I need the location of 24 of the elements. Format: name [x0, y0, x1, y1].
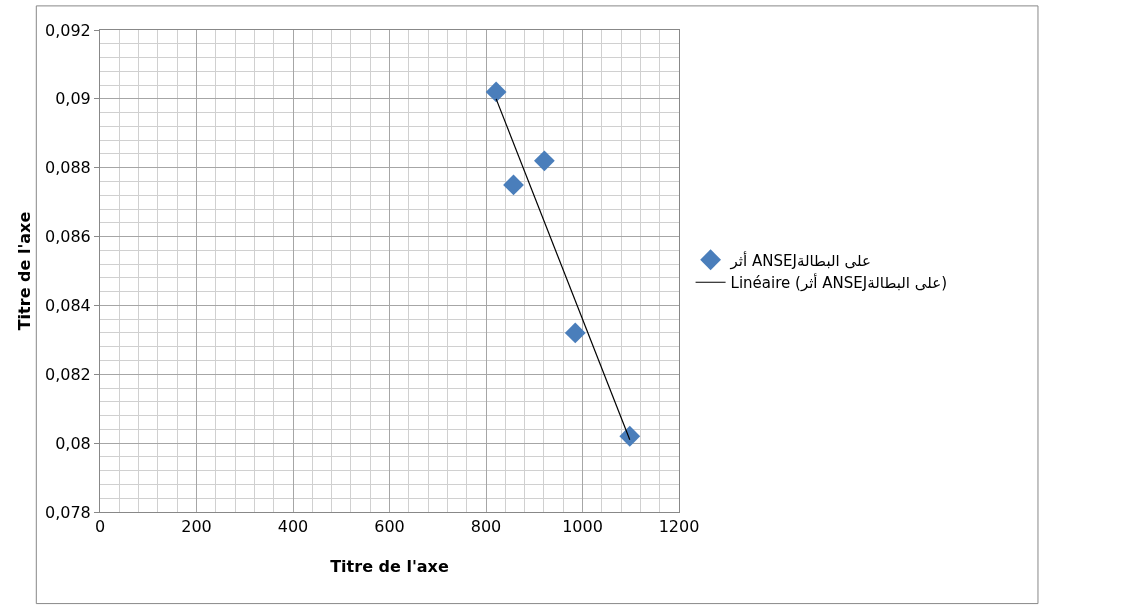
- y-tick-label: 0,092: [44, 20, 91, 40]
- legend-label: Linéaire (أثر ANSEJعلى البطالة): [730, 273, 948, 293]
- y-tick-label: 0,084: [44, 296, 91, 316]
- y-tick-label: 0,082: [44, 364, 91, 384]
- x-tick-label: 0: [94, 517, 106, 537]
- y-axis-title: Titre de l'axe: [14, 211, 34, 331]
- x-tick-label: 800: [470, 517, 502, 537]
- y-tick-label: 0,088: [44, 158, 91, 178]
- y-tick-label: 0,09: [55, 89, 91, 109]
- legend-label: أثر ANSEJعلى البطالة: [729, 250, 871, 270]
- x-tick-label: 400: [277, 517, 309, 537]
- point: [533, 150, 555, 172]
- y-tick-label: 0,078: [44, 502, 91, 522]
- point: [485, 81, 507, 103]
- x-tick-label: 1000: [562, 517, 603, 537]
- point: [564, 322, 586, 344]
- x-tick-label: 200: [181, 517, 212, 537]
- point: [503, 174, 524, 196]
- x-tick-label: 600: [374, 517, 405, 537]
- x-axis-title: Titre de l'axe: [330, 556, 449, 576]
- point: [619, 425, 641, 447]
- x-tick-label: 1200: [658, 517, 700, 537]
- y-tick-label: 0,086: [44, 227, 91, 247]
- y-tick-label: 0,08: [55, 433, 91, 453]
